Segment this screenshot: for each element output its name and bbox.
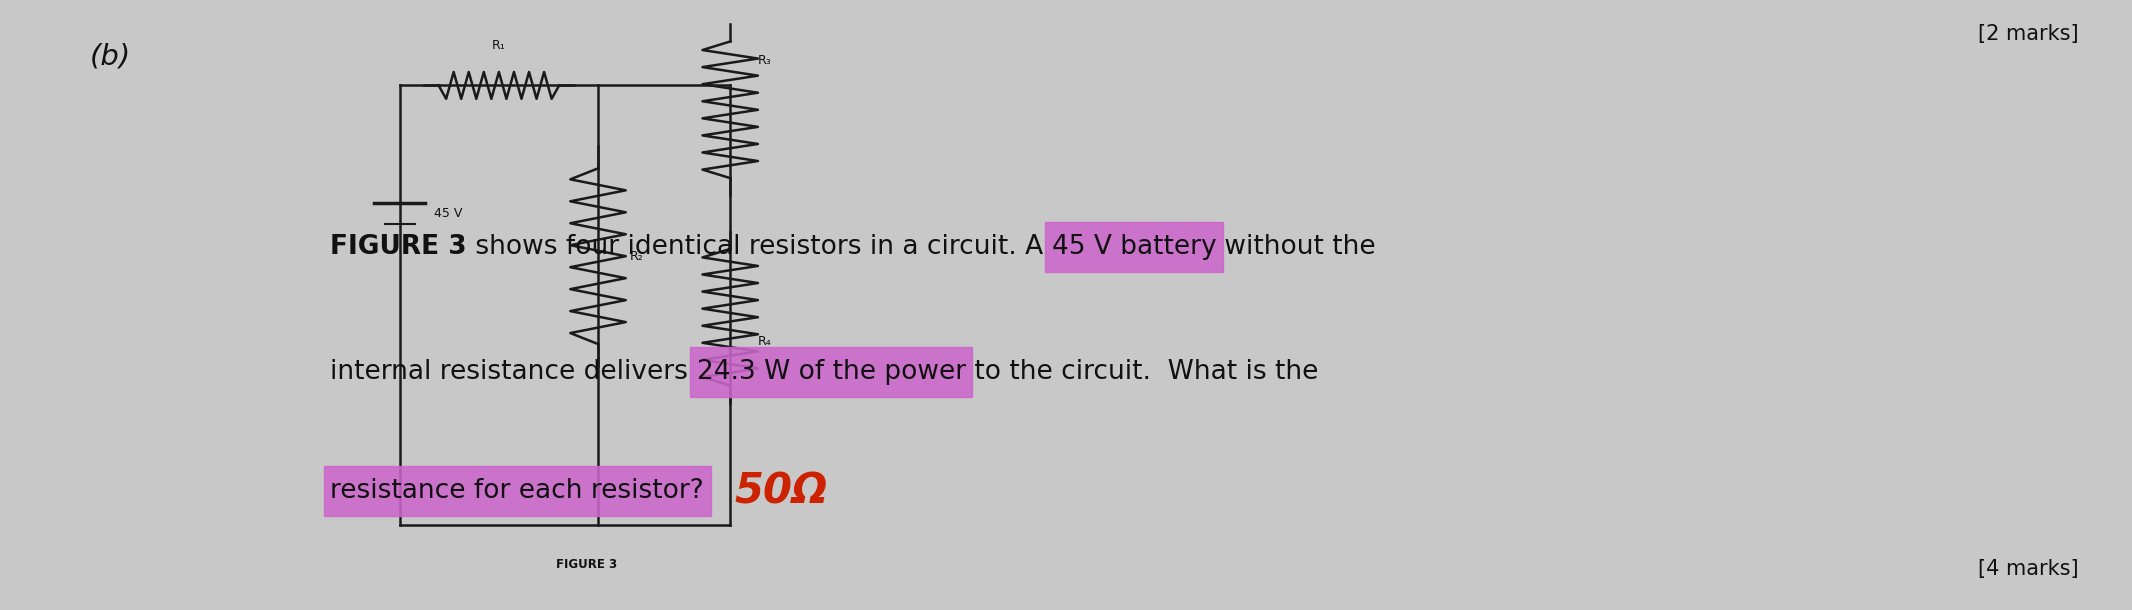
Text: without the: without the (1215, 234, 1375, 260)
Text: 50Ω: 50Ω (733, 470, 827, 512)
Text: R₄: R₄ (759, 335, 772, 348)
Text: to the circuit.  What is the: to the circuit. What is the (966, 359, 1318, 385)
Text: shows four identical resistors in a circuit. A: shows four identical resistors in a circ… (467, 234, 1051, 260)
Text: R₁: R₁ (492, 39, 505, 52)
Text: (b): (b) (90, 43, 130, 71)
Text: [4 marks]: [4 marks] (1978, 559, 2079, 580)
Text: 45 V: 45 V (435, 207, 463, 220)
Text: resistance for each resistor?: resistance for each resistor? (330, 478, 704, 504)
Text: 24.3 W of the power: 24.3 W of the power (697, 359, 966, 385)
Text: [2 marks]: [2 marks] (1978, 24, 2079, 45)
Text: R₂: R₂ (631, 249, 644, 263)
Text: internal resistance delivers: internal resistance delivers (330, 359, 697, 385)
Text: 45 V battery: 45 V battery (1051, 234, 1215, 260)
Text: R₃: R₃ (759, 54, 772, 68)
Text: FIGURE 3: FIGURE 3 (330, 234, 467, 260)
Text: FIGURE 3: FIGURE 3 (556, 558, 616, 571)
